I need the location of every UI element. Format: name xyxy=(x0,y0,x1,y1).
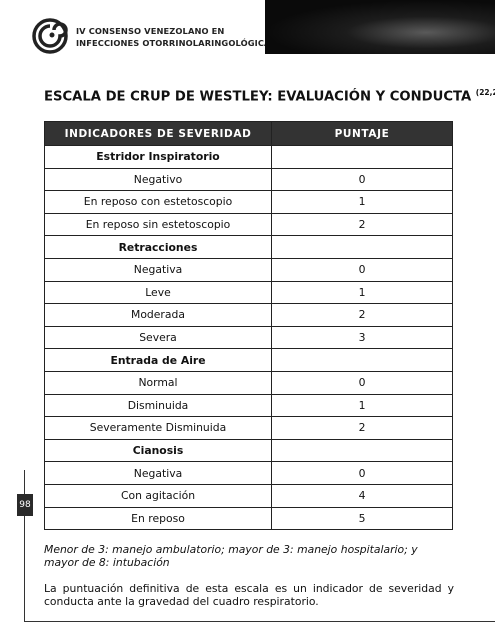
indicator-label: En reposo xyxy=(44,506,272,531)
indicator-label: Negativo xyxy=(44,167,272,192)
margin-line xyxy=(24,470,25,622)
title: ESCALA DE CRUP DE WESTLEY: EVALUACIÓN Y … xyxy=(44,88,495,105)
table-row: Estridor Inspiratorio xyxy=(44,145,453,169)
score: 2 xyxy=(271,303,453,327)
table-row: Normal 0 xyxy=(44,370,453,395)
page-number: 98 xyxy=(17,494,33,516)
header-row: INDICADORES DE SEVERIDAD PUNTAJE xyxy=(44,121,453,146)
indicator-label: En reposo sin estetoscopio xyxy=(44,212,272,237)
table-row: En reposo sin estetoscopio 2 xyxy=(44,212,453,237)
empty-cell xyxy=(271,348,453,372)
table-row: En reposo 5 xyxy=(44,506,453,531)
table-row: Moderada 2 xyxy=(44,303,453,327)
indicator-label: En reposo con estetoscopio xyxy=(44,190,272,214)
table-row: Severa 3 xyxy=(44,325,453,350)
table-row: Negativa 0 xyxy=(44,461,453,485)
table-row: Negativo 0 xyxy=(44,167,453,192)
indicator-label: Negativa xyxy=(44,257,272,282)
indicator-label: Severa xyxy=(44,325,272,350)
indicator-label: Severamente Disminuida xyxy=(44,416,272,440)
indicator-label: Disminuida xyxy=(44,393,272,418)
header-line: INFECCIONES OTORRINOLARINGOLÓGICAS xyxy=(76,38,277,48)
logo xyxy=(32,18,68,54)
table-row: En reposo con estetoscopio 1 xyxy=(44,190,453,214)
indicator-label: Negativa xyxy=(44,461,272,485)
score: 1 xyxy=(271,190,453,214)
score: 4 xyxy=(271,483,453,508)
empty-cell xyxy=(271,235,453,259)
footer-line xyxy=(24,621,495,622)
croup-table: INDICADORES DE SEVERIDAD PUNTAJE Estrido… xyxy=(44,121,453,531)
indicator-label: Normal xyxy=(44,370,272,395)
score: 5 xyxy=(271,506,453,531)
empty-cell xyxy=(271,145,453,169)
section-label: Estridor Inspiratorio xyxy=(44,145,272,169)
title-text: ESCALA DE CRUP DE WESTLEY: EVALUACIÓN Y … xyxy=(44,89,472,105)
indicator-label: Con agitación xyxy=(44,483,272,508)
column-header: INDICADORES DE SEVERIDAD xyxy=(44,121,272,146)
paragraph: La puntuación definitiva de esta escala … xyxy=(44,582,454,608)
header-line: IV CONSENSO VENEZOLANO EN xyxy=(76,26,225,36)
table-row: Retracciones xyxy=(44,235,453,259)
header-text: IV CONSENSO VENEZOLANO EN INFECCIONES OT… xyxy=(76,25,277,49)
section-label: Retracciones xyxy=(44,235,272,259)
table-row: Negativa 0 xyxy=(44,257,453,282)
section-label: Cianosis xyxy=(44,438,272,463)
table-row: Disminuida 1 xyxy=(44,393,453,418)
table-row: Cianosis xyxy=(44,438,453,463)
indicator-label: Leve xyxy=(44,280,272,305)
section-label: Entrada de Aire xyxy=(44,348,272,372)
score: 2 xyxy=(271,212,453,237)
score: 0 xyxy=(271,257,453,282)
column-header: PUNTAJE xyxy=(271,121,453,146)
title-reference: (22,23) xyxy=(475,88,495,97)
note: Menor de 3: manejo ambulatorio; mayor de… xyxy=(44,543,418,569)
score: 1 xyxy=(271,280,453,305)
score: 0 xyxy=(271,167,453,192)
table-row: Entrada de Aire xyxy=(44,348,453,372)
indicator-label: Moderada xyxy=(44,303,272,327)
score: 2 xyxy=(271,416,453,440)
score: 1 xyxy=(271,393,453,418)
score: 0 xyxy=(271,461,453,485)
table-row: Con agitación 4 xyxy=(44,483,453,508)
score: 0 xyxy=(271,370,453,395)
table-row: Leve 1 xyxy=(44,280,453,305)
header-image xyxy=(265,0,495,54)
table-row: Severamente Disminuida 2 xyxy=(44,416,453,440)
score: 3 xyxy=(271,325,453,350)
empty-cell xyxy=(271,438,453,463)
